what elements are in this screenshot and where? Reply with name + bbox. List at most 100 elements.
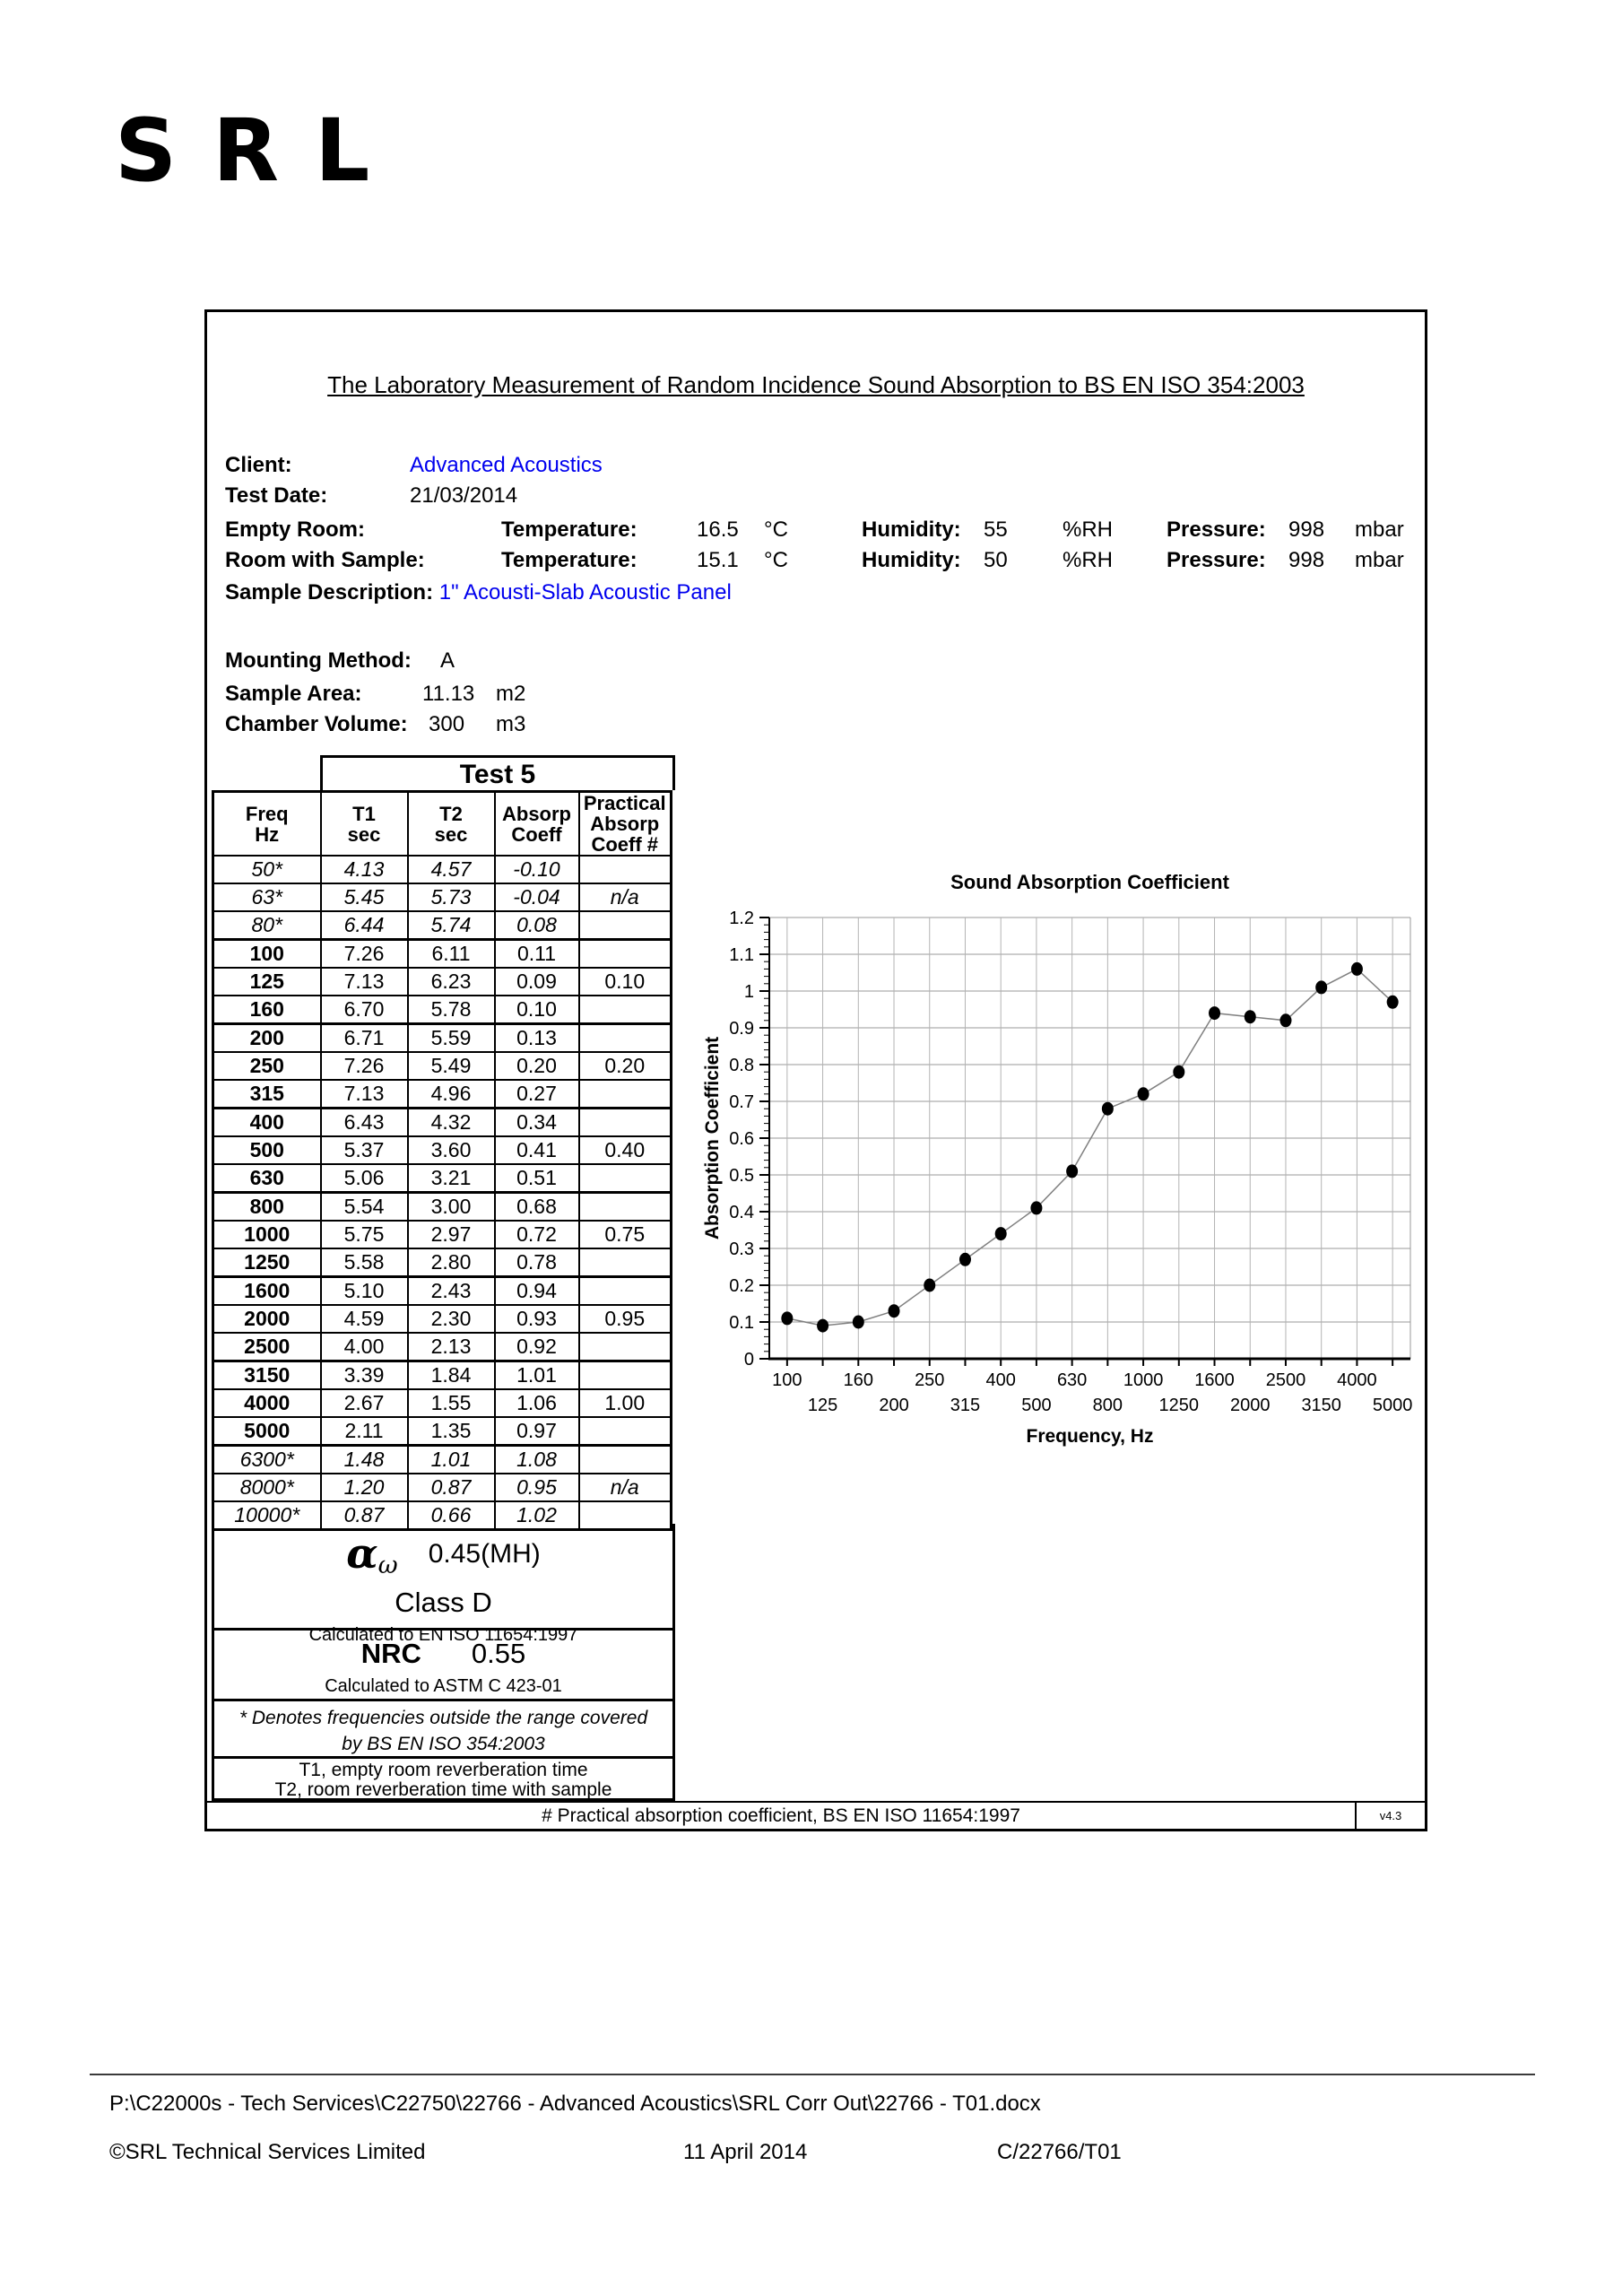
client-value: Advanced Acoustics: [410, 453, 603, 477]
cell-freq: 8000*: [212, 1473, 322, 1502]
cell-t2: 5.49: [406, 1051, 496, 1081]
cell-practical: [577, 1416, 672, 1447]
sample-description-value: 1" Acousti-Slab Acoustic Panel: [438, 580, 732, 604]
table-row: 400 6.43 4.32 0.34: [212, 1107, 672, 1137]
col-header-freq: Freq Hz: [212, 790, 322, 857]
table-row: 630 5.06 3.21 0.51: [212, 1163, 672, 1194]
cell-t1: 5.75: [319, 1220, 409, 1249]
report-title: The Laboratory Measurement of Random Inc…: [327, 371, 1305, 398]
cell-t2: 1.84: [406, 1360, 496, 1390]
svg-text:0.6: 0.6: [729, 1129, 754, 1149]
chamber-volume-value: 300: [429, 712, 465, 736]
cell-t2: 5.73: [406, 883, 496, 912]
cell-coeff: 0.68: [493, 1191, 580, 1222]
t1-t2-note-block: T1, empty room reverberation time T2, ro…: [212, 1759, 675, 1801]
table-row: 500 5.37 3.60 0.41 0.40: [212, 1135, 672, 1165]
svg-text:1: 1: [744, 982, 754, 1002]
cell-t1: 3.39: [319, 1360, 409, 1390]
mounting-method-label: Mounting Method:: [225, 648, 412, 673]
absorption-table-body: 50* 4.13 4.57 -0.10 63* 5.45 5.73 -0.04 n/a 80* 6.…: [212, 855, 672, 1531]
cell-t1: 4.13: [319, 855, 409, 884]
cell-coeff: 0.95: [493, 1473, 580, 1502]
chamber-volume-line: Chamber Volume: 300 m3: [225, 712, 1418, 737]
cell-t2: 2.30: [406, 1304, 496, 1334]
table-row: 125 7.13 6.23 0.09 0.10: [212, 967, 672, 996]
cell-t1: 1.48: [319, 1444, 409, 1474]
svg-text:0.5: 0.5: [729, 1166, 754, 1186]
cell-coeff: 0.09: [493, 967, 580, 996]
cell-freq: 2000: [212, 1304, 322, 1334]
document-reference: C/22766/T01: [997, 2140, 1122, 2164]
cell-freq: 1600: [212, 1275, 322, 1306]
cell-practical: 1.00: [577, 1388, 672, 1418]
svg-text:0.2: 0.2: [729, 1276, 754, 1296]
footer-strip: # Practical absorption coefficient, BS E…: [207, 1801, 1425, 1829]
cell-freq: 2500: [212, 1332, 322, 1362]
cell-t1: 4.00: [319, 1332, 409, 1362]
svg-text:0.4: 0.4: [729, 1203, 754, 1222]
cell-freq: 4000: [212, 1388, 322, 1418]
nrc-label: NRC: [360, 1638, 421, 1669]
cell-t2: 3.00: [406, 1191, 496, 1222]
cell-practical: n/a: [577, 883, 672, 912]
svg-text:5000: 5000: [1373, 1396, 1413, 1415]
cell-practical: [577, 938, 672, 969]
col-header-t2: T2 sec: [406, 790, 496, 857]
test-number-header: Test 5: [320, 755, 675, 790]
table-row: 3150 3.39 1.84 1.01: [212, 1360, 672, 1390]
humidity-value: 55: [984, 517, 1008, 542]
cell-t2: 0.87: [406, 1473, 496, 1502]
table-row: 6300* 1.48 1.01 1.08: [212, 1444, 672, 1474]
cell-coeff: 1.01: [493, 1360, 580, 1390]
pressure-unit: mbar: [1355, 517, 1404, 542]
report-frame: The Laboratory Measurement of Random Inc…: [204, 309, 1427, 1831]
col-header-practical-coeff: Practical Absorp Coeff #: [577, 790, 672, 857]
svg-text:1000: 1000: [1123, 1370, 1164, 1390]
cell-practical: [577, 1360, 672, 1390]
class-rating: Class D: [395, 1587, 492, 1618]
svg-text:200: 200: [879, 1396, 908, 1415]
cell-t1: 5.58: [319, 1248, 409, 1278]
table-row: 1000 5.75 2.97 0.72 0.75: [212, 1220, 672, 1249]
col-header-t1: T1 sec: [319, 790, 409, 857]
cell-t2: 2.97: [406, 1220, 496, 1249]
cell-freq: 500: [212, 1135, 322, 1165]
svg-text:0: 0: [744, 1350, 754, 1370]
cell-t1: 2.67: [319, 1388, 409, 1418]
cell-freq: 315: [212, 1079, 322, 1109]
svg-text:160: 160: [844, 1370, 873, 1390]
cell-freq: 125: [212, 967, 322, 996]
cell-t1: 1.20: [319, 1473, 409, 1502]
sample-description-line: Sample Description: 1" Acousti-Slab Acou…: [225, 580, 732, 605]
cell-t1: 6.44: [319, 910, 409, 941]
cell-t1: 5.10: [319, 1275, 409, 1306]
cell-practical: [577, 1191, 672, 1222]
test-date-label: Test Date:: [225, 483, 328, 508]
cell-practical: [577, 1248, 672, 1278]
alpha-symbol: α: [346, 1529, 378, 1578]
svg-text:2000: 2000: [1230, 1396, 1271, 1415]
svg-text:400: 400: [986, 1370, 1016, 1390]
empty-room-line: Empty Room: Temperature: 16.5 °C Humidit…: [225, 517, 1418, 543]
sample-area-value: 11.13: [422, 682, 475, 706]
cell-coeff: 0.41: [493, 1135, 580, 1165]
cell-freq: 63*: [212, 883, 322, 912]
test-date-value: 21/03/2014: [410, 483, 518, 508]
svg-text:630: 630: [1057, 1370, 1087, 1390]
cell-t2: 4.32: [406, 1107, 496, 1137]
nrc-value: 0.55: [471, 1638, 526, 1669]
temperature-value: 15.1: [697, 548, 739, 572]
cell-practical: [577, 1444, 672, 1474]
copyright-text: ©SRL Technical Services Limited: [109, 2140, 426, 2164]
cell-freq: 200: [212, 1022, 322, 1053]
table-row: 50* 4.13 4.57 -0.10: [212, 855, 672, 884]
cell-freq: 800: [212, 1191, 322, 1222]
cell-t2: 1.01: [406, 1444, 496, 1474]
cell-freq: 250: [212, 1051, 322, 1081]
sample-area-label: Sample Area:: [225, 682, 362, 706]
svg-text:1600: 1600: [1194, 1370, 1235, 1390]
cell-coeff: 0.78: [493, 1248, 580, 1278]
empty-room-label: Empty Room:: [225, 517, 365, 542]
cell-practical: [577, 1022, 672, 1053]
cell-coeff: 1.06: [493, 1388, 580, 1418]
